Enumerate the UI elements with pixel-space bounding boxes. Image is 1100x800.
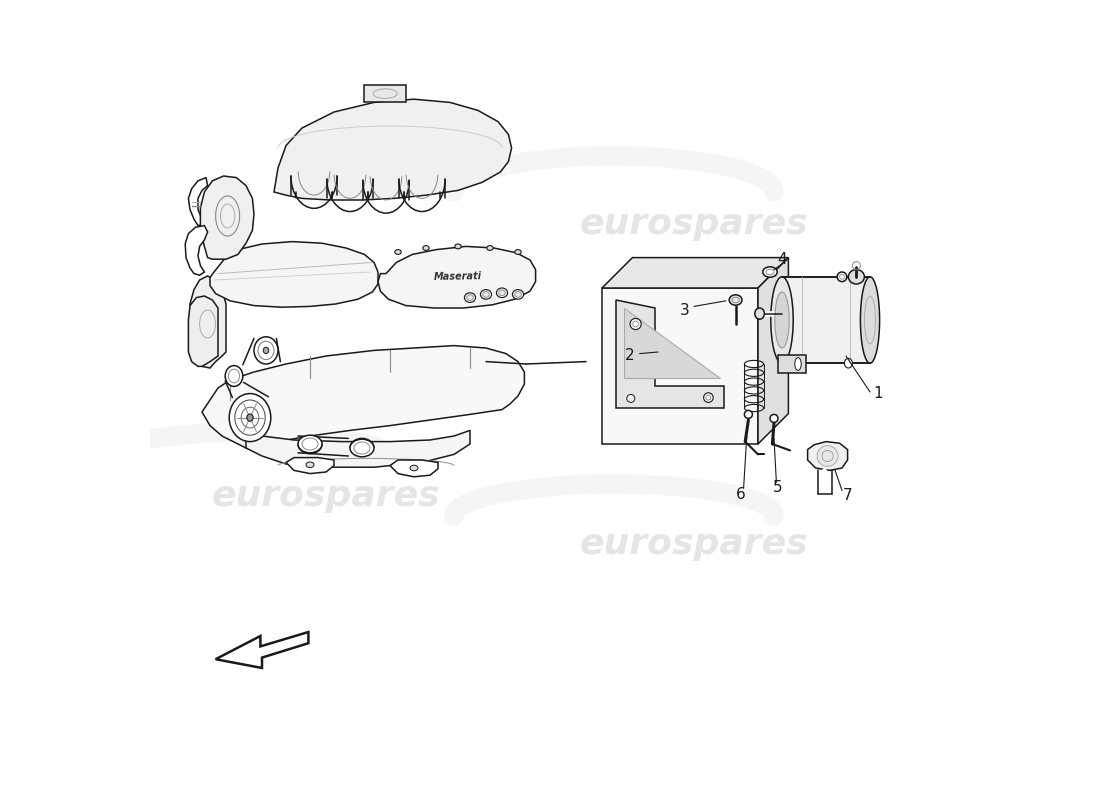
Text: Maserati: Maserati [433, 271, 482, 282]
Ellipse shape [706, 395, 711, 400]
Ellipse shape [481, 290, 492, 299]
Ellipse shape [226, 366, 243, 386]
Text: 5: 5 [773, 481, 783, 495]
Ellipse shape [848, 270, 865, 284]
Polygon shape [778, 355, 806, 373]
Polygon shape [185, 226, 208, 275]
Ellipse shape [464, 293, 475, 302]
Ellipse shape [755, 308, 764, 319]
Ellipse shape [762, 266, 778, 278]
Ellipse shape [745, 410, 752, 418]
Ellipse shape [770, 414, 778, 422]
Text: 1: 1 [873, 386, 883, 401]
Text: 2: 2 [625, 349, 635, 363]
Polygon shape [190, 276, 226, 368]
Ellipse shape [515, 250, 521, 254]
Polygon shape [625, 308, 720, 378]
Ellipse shape [817, 446, 838, 466]
Polygon shape [202, 346, 525, 448]
Text: 3: 3 [680, 303, 690, 318]
Text: eurospares: eurospares [580, 527, 808, 561]
Ellipse shape [630, 318, 641, 330]
Ellipse shape [627, 394, 635, 402]
Ellipse shape [771, 277, 793, 363]
Ellipse shape [632, 321, 638, 326]
Ellipse shape [422, 246, 429, 250]
Text: eurospares: eurospares [580, 207, 808, 241]
Text: 4: 4 [778, 252, 786, 266]
Ellipse shape [513, 290, 524, 299]
Ellipse shape [487, 246, 493, 250]
Ellipse shape [229, 394, 271, 442]
Ellipse shape [298, 435, 322, 453]
Polygon shape [378, 246, 536, 308]
Polygon shape [602, 288, 758, 444]
Ellipse shape [845, 358, 853, 368]
Ellipse shape [454, 244, 461, 249]
Polygon shape [782, 277, 870, 363]
Ellipse shape [350, 439, 374, 457]
Ellipse shape [395, 250, 402, 254]
Ellipse shape [795, 358, 801, 370]
Text: eurospares: eurospares [211, 479, 440, 513]
Ellipse shape [774, 292, 789, 348]
Polygon shape [758, 258, 789, 444]
Ellipse shape [263, 347, 268, 354]
Ellipse shape [704, 393, 713, 402]
Ellipse shape [860, 277, 880, 363]
Text: 6: 6 [736, 487, 746, 502]
Ellipse shape [254, 337, 278, 364]
Ellipse shape [837, 272, 847, 282]
Polygon shape [602, 258, 789, 288]
Polygon shape [286, 458, 334, 474]
Bar [364, 85, 406, 102]
Polygon shape [200, 176, 254, 259]
Ellipse shape [729, 295, 743, 305]
Polygon shape [246, 430, 470, 467]
Polygon shape [274, 99, 512, 200]
Polygon shape [216, 632, 308, 668]
Polygon shape [390, 460, 438, 477]
Polygon shape [807, 442, 848, 470]
Polygon shape [188, 178, 208, 226]
Ellipse shape [306, 462, 313, 467]
Ellipse shape [496, 288, 507, 298]
Polygon shape [188, 296, 218, 366]
Text: 7: 7 [843, 489, 852, 503]
Polygon shape [616, 300, 725, 408]
Polygon shape [210, 242, 378, 307]
Ellipse shape [246, 414, 253, 421]
Ellipse shape [410, 465, 418, 470]
